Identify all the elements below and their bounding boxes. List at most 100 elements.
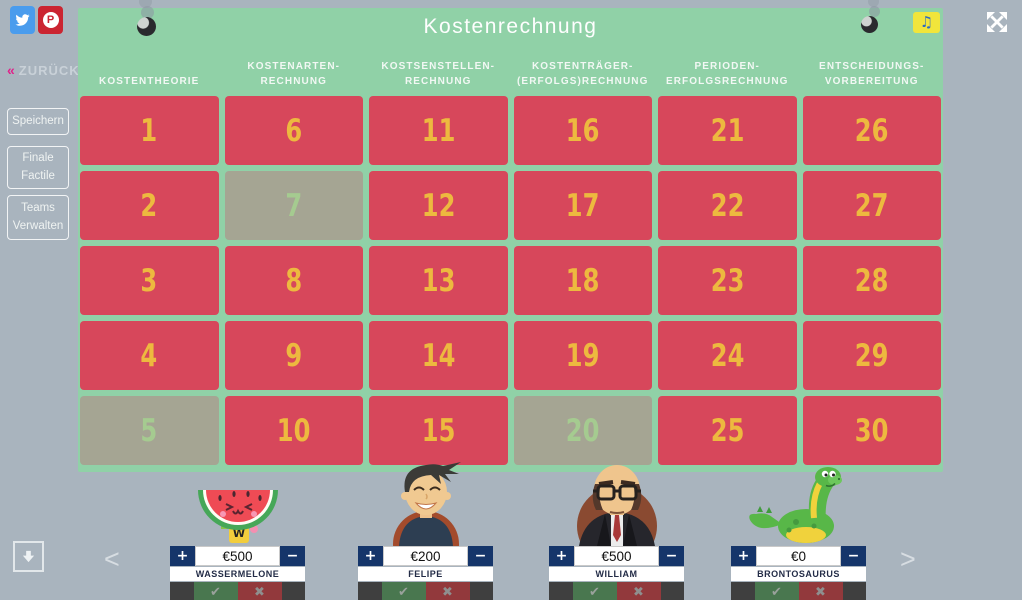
pinterest-icon: P <box>42 12 59 28</box>
next-players-button[interactable]: > <box>900 544 916 574</box>
down-arrow-icon <box>22 550 35 563</box>
tile-28[interactable]: 28 <box>802 246 941 315</box>
ball-trail-dot <box>868 0 879 7</box>
tile-14[interactable]: 14 <box>369 321 508 390</box>
svg-text:W: W <box>232 527 244 540</box>
category-header: KOSTENTRÄGER- (ERFOLGS)RECHNUNG <box>517 61 649 87</box>
music-note-icon: ♫ <box>919 13 934 31</box>
player-name: WILLIAM <box>549 567 684 581</box>
back-link[interactable]: «ZURÜCK <box>7 62 80 78</box>
tile-27[interactable]: 27 <box>802 171 941 240</box>
back-chevrons-icon: « <box>7 62 16 78</box>
tile-8[interactable]: 8 <box>224 246 363 315</box>
tile-number: 2 <box>140 187 158 224</box>
ball-trail-dot <box>141 6 154 19</box>
tile-2[interactable]: 2 <box>80 171 219 240</box>
pinterest-share-button[interactable]: P <box>38 6 63 34</box>
back-label: ZURÜCK <box>18 63 80 78</box>
answer-controls: ✔ ✖ <box>549 582 684 600</box>
score-plus-button[interactable]: + <box>731 546 756 566</box>
tile-23[interactable]: 23 <box>658 246 797 315</box>
tile-25[interactable]: 25 <box>658 396 797 465</box>
ball-trail-dot <box>869 6 880 17</box>
tile-16[interactable]: 16 <box>513 96 652 165</box>
tile-19[interactable]: 19 <box>513 321 652 390</box>
score-plus-button[interactable]: + <box>549 546 574 566</box>
tile-24[interactable]: 24 <box>658 321 797 390</box>
tile-3[interactable]: 3 <box>80 246 219 315</box>
save-button[interactable]: Speichern <box>7 108 69 135</box>
tile-9[interactable]: 9 <box>224 321 363 390</box>
player-score: €500 <box>574 546 659 566</box>
incorrect-button[interactable]: ✖ <box>616 582 661 600</box>
tile-6[interactable]: 6 <box>224 96 363 165</box>
fullscreen-button[interactable] <box>984 9 1010 35</box>
tile-11[interactable]: 11 <box>369 96 508 165</box>
tile-number: 4 <box>140 337 158 374</box>
tile-12[interactable]: 12 <box>369 171 508 240</box>
tile-number: 17 <box>565 187 600 224</box>
tile-13[interactable]: 13 <box>369 246 508 315</box>
tile-7[interactable]: 7 <box>224 171 363 240</box>
category-header: ENTSCHEIDUNGS- VORBEREITUNG <box>819 61 925 87</box>
score-minus-button[interactable]: − <box>280 546 305 566</box>
player-card: W + €500 − WASSERMELONE <box>170 462 305 600</box>
category-header: PERIODEN- ERFOLGSRECHNUNG <box>665 61 789 87</box>
tile-4[interactable]: 4 <box>80 321 219 390</box>
correct-button[interactable]: ✔ <box>754 582 799 600</box>
tile-22[interactable]: 22 <box>658 171 797 240</box>
tile-17[interactable]: 17 <box>513 171 652 240</box>
player-score: €200 <box>383 546 468 566</box>
twitter-share-button[interactable] <box>10 6 35 34</box>
score-plus-button[interactable]: + <box>358 546 383 566</box>
tile-number: 5 <box>140 412 158 449</box>
tile-number: 7 <box>285 187 303 224</box>
tile-number: 23 <box>710 262 745 299</box>
player-name: WASSERMELONE <box>170 567 305 581</box>
tile-number: 28 <box>854 262 889 299</box>
tile-15[interactable]: 15 <box>369 396 508 465</box>
player-name: FELIPE <box>358 567 493 581</box>
tile-number: 14 <box>421 337 456 374</box>
answer-controls: ✔ ✖ <box>358 582 493 600</box>
game-board: Kostenrechnung ♫ KOSTENTHEORIE KOSTENARTE… <box>78 8 943 472</box>
music-toggle-button[interactable]: ♫ <box>913 12 940 33</box>
prev-players-button[interactable]: < <box>104 544 120 574</box>
final-factile-button[interactable]: Finale Factile <box>7 146 69 189</box>
tile-number: 25 <box>710 412 745 449</box>
tile-18[interactable]: 18 <box>513 246 652 315</box>
tile-10[interactable]: 10 <box>224 396 363 465</box>
down-arrow-button[interactable] <box>13 541 44 572</box>
tile-number: 18 <box>565 262 600 299</box>
tile-20[interactable]: 20 <box>513 396 652 465</box>
incorrect-button[interactable]: ✖ <box>798 582 843 600</box>
correct-button[interactable]: ✔ <box>193 582 238 600</box>
score-minus-button[interactable]: − <box>841 546 866 566</box>
tile-number: 19 <box>565 337 600 374</box>
incorrect-button[interactable]: ✖ <box>237 582 282 600</box>
player-score: €500 <box>195 546 280 566</box>
incorrect-button[interactable]: ✖ <box>425 582 470 600</box>
correct-button[interactable]: ✔ <box>572 582 617 600</box>
category-header: KOSTENARTEN-RECHNUNG <box>247 61 341 87</box>
score-minus-button[interactable]: − <box>468 546 493 566</box>
player-name: BRONTOSAURUS <box>731 567 866 581</box>
tile-number: 22 <box>710 187 745 224</box>
tile-number: 9 <box>285 337 303 374</box>
score-plus-button[interactable]: + <box>170 546 195 566</box>
tile-29[interactable]: 29 <box>802 321 941 390</box>
manage-teams-button[interactable]: Teams Verwalten <box>7 195 69 240</box>
tile-26[interactable]: 26 <box>802 96 941 165</box>
bald-man-glasses-avatar <box>549 462 684 546</box>
tile-5[interactable]: 5 <box>80 396 219 465</box>
tile-30[interactable]: 30 <box>802 396 941 465</box>
tile-1[interactable]: 1 <box>80 96 219 165</box>
tile-21[interactable]: 21 <box>658 96 797 165</box>
tile-number: 24 <box>710 337 745 374</box>
tile-number: 16 <box>565 112 600 149</box>
tile-number: 12 <box>421 187 456 224</box>
score-minus-button[interactable]: − <box>659 546 684 566</box>
correct-button[interactable]: ✔ <box>381 582 426 600</box>
tile-number: 13 <box>421 262 456 299</box>
